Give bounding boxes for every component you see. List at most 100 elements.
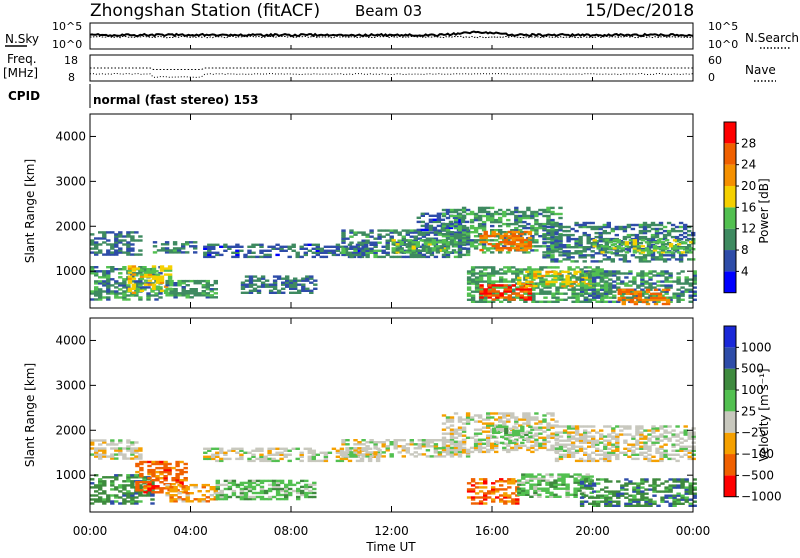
power-cell (661, 296, 667, 300)
power-cell (594, 231, 599, 235)
velocity-cell (566, 425, 572, 428)
power-cell (640, 288, 645, 291)
velocity-cell (151, 460, 156, 464)
power-cell (666, 254, 672, 257)
velocity-cell (573, 491, 578, 494)
power-cell (365, 249, 370, 252)
velocity-cell (401, 445, 406, 448)
power-cell (127, 269, 133, 272)
power-cell (169, 292, 174, 295)
power-cell (518, 231, 523, 234)
power-cell (151, 267, 157, 270)
power-cell (98, 251, 103, 254)
velocity-cell (691, 457, 696, 461)
velocity-cell (504, 425, 509, 428)
velocity-cell (189, 500, 194, 503)
power-cell (441, 243, 447, 246)
power-cell (449, 214, 455, 218)
power-cell (551, 292, 556, 295)
velocity-cell (296, 481, 301, 485)
power-cell (543, 278, 548, 281)
velocity-cell (251, 485, 257, 489)
power-cell (632, 294, 637, 297)
power-cell (167, 265, 173, 268)
power-cell (173, 288, 178, 291)
velocity-cell (197, 498, 202, 501)
velocity-cell (490, 448, 495, 452)
power-cell (453, 231, 459, 234)
velocity-cell (632, 500, 637, 503)
velocity-cell (243, 481, 249, 485)
velocity-cell (98, 447, 103, 450)
power-cell (164, 249, 170, 252)
velocity-cell (553, 479, 558, 482)
power-cell (465, 208, 471, 212)
power-cell (625, 298, 631, 302)
velocity-cell (643, 451, 648, 454)
power-cell (369, 247, 374, 250)
power-cell (193, 282, 198, 285)
velocity-cell (663, 431, 668, 434)
power-cell (181, 292, 186, 295)
velocity-cell (688, 488, 693, 491)
power-cell (486, 216, 491, 220)
power-cell (343, 249, 349, 252)
power-cell (474, 280, 480, 283)
velocity-cell (603, 425, 608, 428)
velocity-cell (401, 439, 406, 442)
velocity-cell (508, 439, 513, 443)
velocity-cell (668, 490, 673, 493)
power-cell (377, 237, 382, 240)
power-cell (327, 249, 333, 252)
power-cell (534, 233, 539, 236)
power-cell (313, 283, 318, 286)
cpid-label: CPID (8, 89, 40, 103)
velocity-cell (130, 474, 135, 477)
power-cell (676, 292, 681, 295)
power-cell (94, 247, 99, 250)
power-cell (644, 292, 649, 295)
power-cell (586, 225, 591, 229)
velocity-cell (353, 447, 358, 450)
power-cell (618, 258, 623, 261)
velocity-cell (663, 429, 668, 432)
velocity-cell (369, 451, 374, 454)
velocity-cell (259, 495, 265, 499)
power-cell (172, 241, 178, 244)
power-cell (646, 254, 652, 257)
velocity-cell (267, 487, 273, 491)
velocity-cell (635, 427, 640, 430)
power-cell (268, 283, 274, 286)
power-cell (405, 229, 410, 232)
power-cell (477, 206, 483, 210)
velocity-cell (511, 478, 516, 481)
velocity-cell (469, 416, 475, 419)
power-cell (421, 235, 427, 238)
power-cell (503, 286, 508, 289)
power-cell (122, 286, 127, 289)
velocity-cell (599, 433, 604, 436)
power-cell (469, 241, 475, 244)
freq-right-tick-bottom: 0 (708, 71, 715, 84)
power-cell (413, 229, 418, 232)
power-cell (490, 206, 495, 210)
power-cell (546, 241, 551, 244)
power-cell (465, 231, 471, 234)
power-cell (487, 294, 492, 297)
power-cell (559, 286, 564, 289)
power-cell (474, 276, 480, 279)
power-cell (638, 229, 644, 233)
velocity-cell (102, 498, 107, 501)
velocity-cell (449, 439, 455, 442)
velocity-cell (453, 430, 459, 433)
power-cell (510, 210, 515, 214)
power-cell (486, 206, 491, 210)
power-cell (415, 241, 420, 244)
velocity-cell (554, 425, 560, 428)
power-cell (594, 235, 599, 239)
power-cell (126, 298, 131, 301)
velocity-cell (511, 498, 516, 501)
velocity-cell (373, 441, 378, 444)
velocity-cell (381, 451, 386, 454)
power-cell (239, 249, 244, 252)
